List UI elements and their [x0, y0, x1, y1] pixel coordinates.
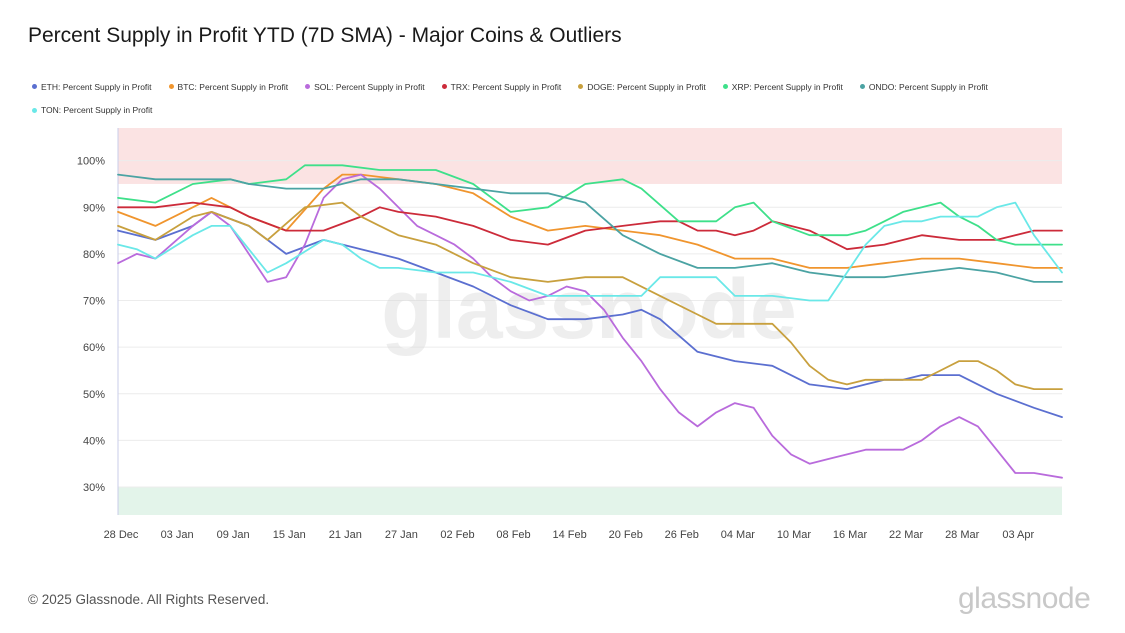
series-lines: [117, 164, 1063, 479]
x-tick-label: 22 Mar: [889, 529, 924, 541]
legend: ETH: Percent Supply in Profit BTC: Percen…: [32, 76, 1032, 123]
y-axis: 30% 40% 50% 60% 70% 80% 90% 100%: [77, 128, 119, 515]
x-tick-label: 02 Feb: [440, 529, 474, 541]
chart-title: Percent Supply in Profit YTD (7D SMA) - …: [28, 24, 622, 47]
y-tick-label: 30%: [83, 482, 105, 494]
legend-marker: [32, 107, 37, 113]
y-tick-label: 90%: [83, 202, 105, 214]
x-tick-label: 20 Feb: [609, 529, 643, 541]
x-tick-label: 27 Jan: [385, 529, 418, 541]
x-tick-label: 28 Mar: [945, 529, 980, 541]
x-tick-label: 10 Mar: [777, 529, 812, 541]
capitulation-band: [118, 487, 1062, 515]
series-line-doge: [117, 201, 1063, 391]
overheated-band: [118, 128, 1062, 184]
series-line-trx: [117, 201, 1063, 251]
legend-item-trx[interactable]: TRX: Percent Supply in Profit: [441, 81, 562, 92]
x-axis: 28 Dec 03 Jan 09 Jan 15 Jan 21 Jan 27 Jan 02 F…: [104, 529, 1035, 541]
x-tick-label: 26 Feb: [665, 529, 699, 541]
legend-marker: [441, 84, 447, 89]
legend-item-xrp[interactable]: XRP: Percent Supply in Profit: [722, 81, 843, 92]
y-tick-label: 80%: [83, 249, 105, 261]
x-tick-label: 04 Mar: [721, 529, 756, 541]
legend-label: ONDO: Percent Supply in Profit: [868, 81, 988, 92]
y-tick-label: 60%: [83, 342, 105, 354]
x-tick-label: 09 Jan: [217, 529, 250, 541]
y-tick-label: 50%: [83, 389, 105, 401]
legend-item-sol[interactable]: SOL: Percent Supply in Profit: [305, 82, 425, 92]
y-tick-label: 100%: [77, 156, 105, 168]
x-tick-label: 16 Mar: [833, 529, 868, 541]
legend-label: ETH: Percent Supply in Profit: [41, 81, 152, 92]
legend-label: TRX: Percent Supply in Profit: [450, 81, 562, 92]
x-tick-label: 08 Feb: [496, 529, 530, 541]
legend-label: SOL: Percent Supply in Profit: [314, 81, 425, 92]
series-line-xrp: [117, 164, 1063, 246]
legend-marker: [305, 84, 311, 89]
glassnode-logo: glassnode: [958, 582, 1091, 615]
legend-item-btc[interactable]: BTC: Percent Supply in Profit: [168, 81, 289, 92]
legend-marker: [859, 84, 865, 89]
threshold-bands: [118, 128, 1062, 515]
series-line-ondo: [117, 173, 1063, 283]
x-tick-label: 03 Jan: [161, 529, 194, 541]
y-tick-label: 70%: [83, 296, 105, 308]
y-tick-label: 40%: [83, 435, 105, 447]
grid-lines: [118, 160, 1062, 488]
legend-item-ton[interactable]: TON: Percent Supply in Profit: [32, 105, 152, 115]
legend-item-ondo[interactable]: ONDO: Percent Supply in Profit: [859, 81, 988, 92]
legend-marker: [722, 84, 728, 89]
x-tick-label: 21 Jan: [329, 529, 362, 541]
x-tick-label: 14 Feb: [553, 529, 587, 541]
legend-label: BTC: Percent Supply in Profit: [177, 81, 289, 92]
x-tick-label: 28 Dec: [104, 529, 139, 541]
legend-marker: [168, 84, 174, 89]
x-tick-label: 15 Jan: [273, 529, 306, 541]
legend-item-eth[interactable]: ETH: Percent Supply in Profit: [32, 82, 152, 92]
legend-label: XRP: Percent Supply in Profit: [731, 81, 843, 92]
copyright-text: © 2025 Glassnode. All Rights Reserved.: [28, 592, 270, 607]
legend-marker: [578, 84, 584, 89]
legend-marker: [32, 84, 37, 89]
series-line-ton: [117, 201, 1063, 302]
x-tick-label: 03 Apr: [1002, 529, 1034, 541]
legend-label: DOGE: Percent Supply in Profit: [587, 81, 706, 92]
legend-item-doge[interactable]: DOGE: Percent Supply in Profit: [578, 82, 706, 92]
legend-label: TON: Percent Supply in Profit: [41, 105, 153, 115]
series-line-sol: [117, 173, 1063, 479]
